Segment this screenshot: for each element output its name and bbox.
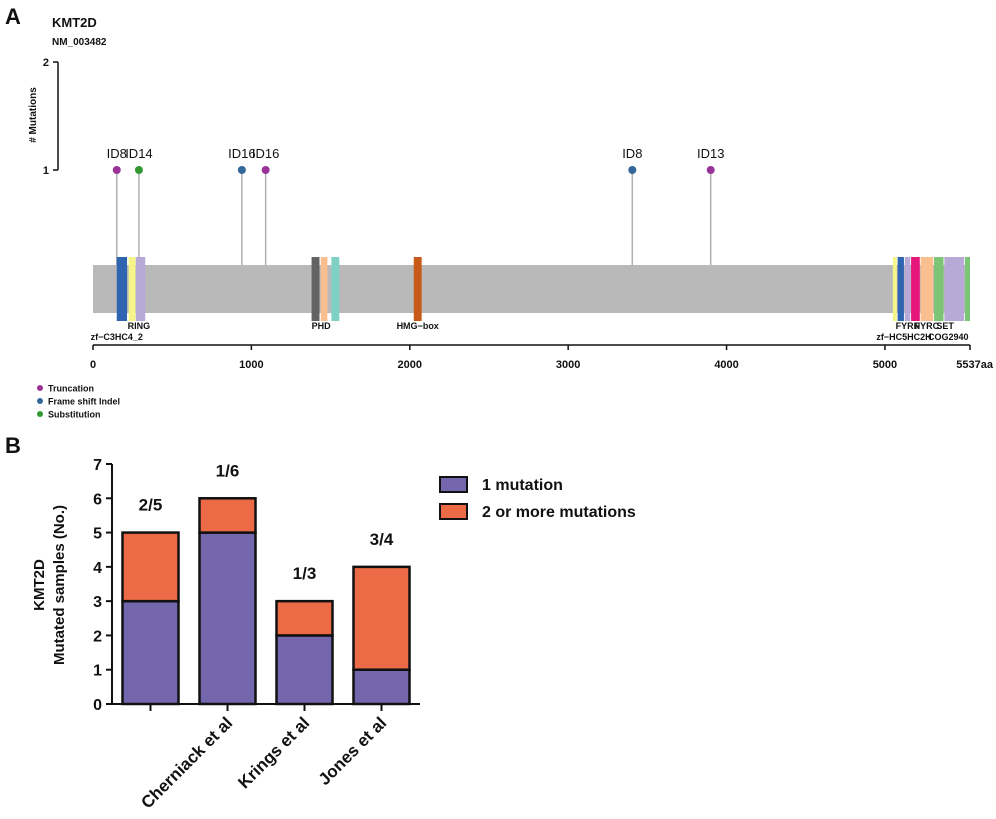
legend-label: 1 mutation bbox=[482, 477, 563, 494]
protein-domain bbox=[311, 257, 320, 321]
mutation-sample-label: ID13 bbox=[697, 146, 724, 161]
domain-label: COG2940 bbox=[928, 332, 969, 342]
legend-substitution-label: Substitution bbox=[48, 410, 101, 420]
x-tick-label: 4000 bbox=[714, 359, 738, 371]
x-tick-label: 2000 bbox=[398, 359, 422, 371]
mutation-marker bbox=[706, 166, 715, 174]
protein-length-label: 5537aa bbox=[956, 359, 994, 371]
mutation-sample-label: ID8 bbox=[107, 146, 127, 161]
protein-domain bbox=[135, 257, 146, 321]
legend-swatch bbox=[439, 503, 468, 520]
y-tick-label: 2 bbox=[93, 628, 102, 645]
protein-domain bbox=[944, 257, 965, 321]
legend-swatch bbox=[439, 476, 468, 493]
domain-label: HMG−box bbox=[397, 321, 439, 331]
y-axis-title-line1: KMT2D bbox=[31, 559, 48, 611]
protein-domain bbox=[413, 257, 422, 321]
transcript-id: NM_003482 bbox=[52, 37, 107, 48]
domain-label: SET bbox=[936, 321, 954, 331]
mutation-sample-label: ID16 bbox=[228, 146, 255, 161]
domain-label: RING bbox=[128, 321, 151, 331]
mutation-marker bbox=[261, 166, 270, 174]
domain-label: zf−HC5HC2H bbox=[876, 332, 931, 342]
x-tick-label: 0 bbox=[90, 359, 96, 371]
x-category-label: Krings et al bbox=[234, 713, 313, 792]
gene-name: KMT2D bbox=[52, 15, 97, 30]
mutations-axis-label: # Mutations bbox=[28, 87, 39, 143]
legend-frameshift-marker bbox=[37, 398, 43, 404]
protein-domain bbox=[116, 257, 128, 321]
protein-domain bbox=[331, 257, 340, 321]
x-category-label: Jones et al bbox=[315, 713, 391, 789]
protein-domain bbox=[904, 257, 911, 321]
domain-label: FYRC bbox=[915, 321, 940, 331]
bar-ratio-label: 1/6 bbox=[216, 461, 240, 480]
mutation-sample-label: ID14 bbox=[125, 146, 152, 161]
mutation-sample-label: ID16 bbox=[252, 146, 279, 161]
protein-domain bbox=[911, 257, 920, 321]
mutation-marker bbox=[112, 166, 121, 174]
bar-ratio-label: 3/4 bbox=[370, 530, 394, 549]
legend-truncation-marker bbox=[37, 385, 43, 391]
x-tick-label: 3000 bbox=[556, 359, 580, 371]
protein-domain bbox=[934, 257, 944, 321]
protein-domain bbox=[320, 257, 328, 321]
domain-label: PHD bbox=[312, 321, 332, 331]
bar-ratio-label: 1/3 bbox=[293, 564, 317, 583]
y-tick-label: 1 bbox=[43, 165, 49, 177]
bar-segment-2plus-mutations bbox=[275, 599, 334, 637]
y-tick-label: 4 bbox=[93, 560, 102, 577]
stacked-bar-chart: 0 1 2 3 4 5 6 7 2/5 1/6 Cherniack et al 1/3 Krings e… bbox=[93, 457, 420, 812]
protein-backbone bbox=[93, 265, 970, 313]
y-tick-label: 6 bbox=[93, 491, 102, 508]
legend-truncation-label: Truncation bbox=[48, 384, 94, 394]
y-tick-label: 5 bbox=[93, 526, 102, 543]
mutation-sample-label: ID8 bbox=[622, 146, 642, 161]
panel-b-label: B bbox=[5, 433, 21, 458]
bar-legend: 1 mutation 2 or more mutations bbox=[439, 476, 636, 521]
mutation-type-legend: Truncation Frame shift Indel Substitution bbox=[37, 384, 120, 420]
panel-a-label: A bbox=[5, 4, 21, 29]
bar-ratio-label: 2/5 bbox=[139, 496, 163, 515]
legend-label: 2 or more mutations bbox=[482, 504, 636, 521]
domain-label: FYRN bbox=[896, 321, 921, 331]
domain-label: zf−C3HC4_2 bbox=[91, 332, 143, 342]
bar-segment-2plus-mutations bbox=[121, 531, 180, 603]
x-category-label: Cherniack et al bbox=[137, 713, 236, 812]
y-tick-label: 1 bbox=[93, 663, 102, 680]
x-tick-label: 1000 bbox=[239, 359, 263, 371]
legend-frameshift-label: Frame shift Indel bbox=[48, 397, 120, 407]
protein-domain bbox=[892, 257, 897, 321]
y-tick-label: 0 bbox=[93, 697, 102, 714]
mutation-marker bbox=[237, 166, 246, 174]
protein-domain bbox=[128, 257, 136, 321]
bar-segment-2plus-mutations bbox=[198, 497, 257, 534]
y-tick-label: 7 bbox=[93, 457, 102, 474]
bar-segment-1-mutation bbox=[198, 531, 257, 706]
mutation-marker bbox=[134, 166, 143, 174]
bar-segment-1-mutation bbox=[121, 599, 180, 706]
y-tick-label: 3 bbox=[93, 594, 102, 611]
mutation-marker bbox=[628, 166, 637, 174]
bar-segment-1-mutation bbox=[275, 634, 334, 706]
protein-domain bbox=[920, 257, 934, 321]
protein-domain bbox=[964, 257, 970, 321]
protein-domain bbox=[897, 257, 904, 321]
y-axis-title-line2: Mutated samples (No.) bbox=[51, 505, 68, 665]
legend-substitution-marker bbox=[37, 411, 43, 417]
bar-segment-1-mutation bbox=[352, 668, 411, 706]
y-tick-label: 2 bbox=[43, 57, 49, 69]
x-tick-label: 5000 bbox=[873, 359, 897, 371]
bar-segment-2plus-mutations bbox=[352, 565, 411, 671]
